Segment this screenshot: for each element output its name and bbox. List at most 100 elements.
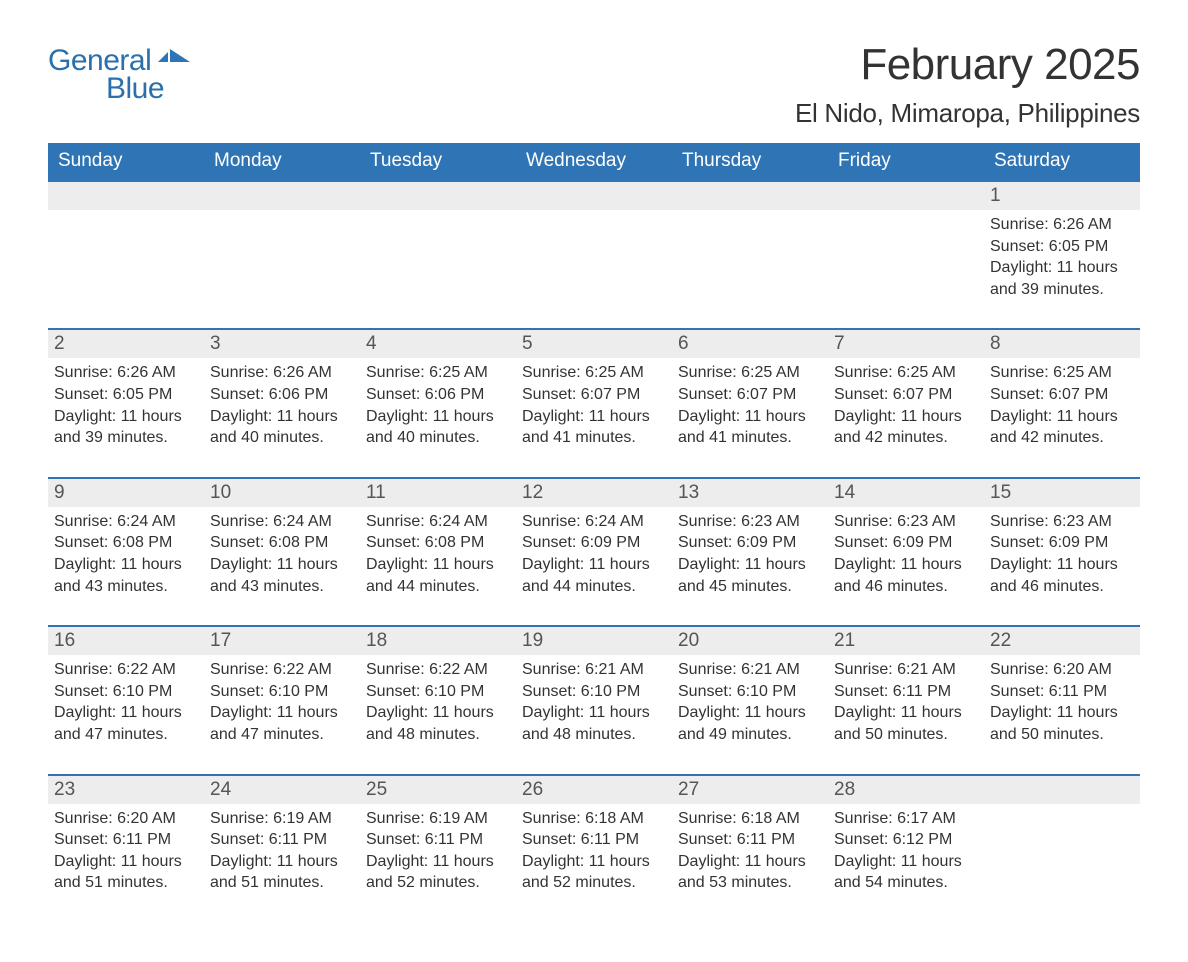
- day2-text: and 50 minutes.: [834, 724, 978, 746]
- sunset-text: Sunset: 6:11 PM: [54, 829, 198, 851]
- day1-text: Daylight: 11 hours: [990, 554, 1134, 576]
- day-number-cell: 9: [48, 478, 204, 507]
- weekday-header: Thursday: [672, 143, 828, 181]
- day-detail-cell: [984, 804, 1140, 922]
- day2-text: and 40 minutes.: [366, 427, 510, 449]
- day-number-cell: 26: [516, 775, 672, 804]
- day1-text: Daylight: 11 hours: [54, 851, 198, 873]
- day-number-cell: 15: [984, 478, 1140, 507]
- day-number-cell: [672, 181, 828, 210]
- day2-text: and 48 minutes.: [366, 724, 510, 746]
- sunrise-text: Sunrise: 6:21 AM: [834, 659, 978, 681]
- day-detail-cell: Sunrise: 6:19 AMSunset: 6:11 PMDaylight:…: [204, 804, 360, 922]
- day-number-cell: 19: [516, 626, 672, 655]
- sunset-text: Sunset: 6:11 PM: [210, 829, 354, 851]
- sunrise-text: Sunrise: 6:22 AM: [210, 659, 354, 681]
- daynum-row: 232425262728: [48, 775, 1140, 804]
- sunset-text: Sunset: 6:11 PM: [522, 829, 666, 851]
- day-number: 6: [678, 333, 689, 354]
- day-number: 27: [678, 779, 699, 800]
- day2-text: and 52 minutes.: [366, 872, 510, 894]
- day-number: 19: [522, 630, 543, 651]
- sunset-text: Sunset: 6:06 PM: [366, 384, 510, 406]
- sunset-text: Sunset: 6:11 PM: [834, 681, 978, 703]
- day-number-cell: 8: [984, 329, 1140, 358]
- sunrise-text: Sunrise: 6:24 AM: [54, 511, 198, 533]
- day-detail-cell: Sunrise: 6:26 AMSunset: 6:06 PMDaylight:…: [204, 358, 360, 477]
- day-detail-cell: Sunrise: 6:19 AMSunset: 6:11 PMDaylight:…: [360, 804, 516, 922]
- day-detail-cell: [516, 210, 672, 329]
- sunrise-text: Sunrise: 6:25 AM: [678, 362, 822, 384]
- day-detail-cell: Sunrise: 6:20 AMSunset: 6:11 PMDaylight:…: [984, 655, 1140, 774]
- day-number-cell: 22: [984, 626, 1140, 655]
- day-number-cell: [204, 181, 360, 210]
- sunrise-text: Sunrise: 6:21 AM: [522, 659, 666, 681]
- day2-text: and 43 minutes.: [54, 576, 198, 598]
- sunset-text: Sunset: 6:10 PM: [366, 681, 510, 703]
- day1-text: Daylight: 11 hours: [990, 406, 1134, 428]
- sunrise-text: Sunrise: 6:24 AM: [366, 511, 510, 533]
- day-number: 20: [678, 630, 699, 651]
- sunset-text: Sunset: 6:10 PM: [522, 681, 666, 703]
- day2-text: and 54 minutes.: [834, 872, 978, 894]
- day-number: 5: [522, 333, 533, 354]
- day2-text: and 44 minutes.: [522, 576, 666, 598]
- day1-text: Daylight: 11 hours: [366, 851, 510, 873]
- day-number-cell: 28: [828, 775, 984, 804]
- day-number: 13: [678, 482, 699, 503]
- title-block: February 2025 El Nido, Mimaropa, Philipp…: [795, 40, 1140, 129]
- sunset-text: Sunset: 6:09 PM: [678, 532, 822, 554]
- sunrise-text: Sunrise: 6:22 AM: [366, 659, 510, 681]
- weekday-header: Wednesday: [516, 143, 672, 181]
- weekday-header: Tuesday: [360, 143, 516, 181]
- weekday-header: Friday: [828, 143, 984, 181]
- day-detail-cell: Sunrise: 6:26 AMSunset: 6:05 PMDaylight:…: [984, 210, 1140, 329]
- day-detail-cell: Sunrise: 6:25 AMSunset: 6:07 PMDaylight:…: [828, 358, 984, 477]
- day-number-cell: 1: [984, 181, 1140, 210]
- sunrise-text: Sunrise: 6:24 AM: [522, 511, 666, 533]
- day-number: 15: [990, 482, 1011, 503]
- sunrise-text: Sunrise: 6:25 AM: [366, 362, 510, 384]
- day2-text: and 47 minutes.: [210, 724, 354, 746]
- day-number: 17: [210, 630, 231, 651]
- day2-text: and 51 minutes.: [210, 872, 354, 894]
- day-number: 25: [366, 779, 387, 800]
- sunset-text: Sunset: 6:07 PM: [678, 384, 822, 406]
- detail-row: Sunrise: 6:26 AMSunset: 6:05 PMDaylight:…: [48, 210, 1140, 329]
- day-number-cell: 11: [360, 478, 516, 507]
- day-detail-cell: Sunrise: 6:24 AMSunset: 6:08 PMDaylight:…: [360, 507, 516, 626]
- day-detail-cell: Sunrise: 6:24 AMSunset: 6:08 PMDaylight:…: [204, 507, 360, 626]
- day-number-cell: 13: [672, 478, 828, 507]
- sunset-text: Sunset: 6:08 PM: [54, 532, 198, 554]
- weekday-header: Monday: [204, 143, 360, 181]
- day1-text: Daylight: 11 hours: [210, 702, 354, 724]
- day-number-cell: 2: [48, 329, 204, 358]
- day1-text: Daylight: 11 hours: [54, 406, 198, 428]
- day1-text: Daylight: 11 hours: [522, 851, 666, 873]
- sunrise-text: Sunrise: 6:21 AM: [678, 659, 822, 681]
- day2-text: and 52 minutes.: [522, 872, 666, 894]
- day-number-cell: 5: [516, 329, 672, 358]
- day1-text: Daylight: 11 hours: [522, 554, 666, 576]
- day1-text: Daylight: 11 hours: [54, 702, 198, 724]
- detail-row: Sunrise: 6:26 AMSunset: 6:05 PMDaylight:…: [48, 358, 1140, 477]
- weekday-header: Sunday: [48, 143, 204, 181]
- day-detail-cell: [48, 210, 204, 329]
- day-detail-cell: Sunrise: 6:24 AMSunset: 6:09 PMDaylight:…: [516, 507, 672, 626]
- day-number: 2: [54, 333, 65, 354]
- day2-text: and 41 minutes.: [678, 427, 822, 449]
- month-title: February 2025: [795, 40, 1140, 90]
- day-number: 14: [834, 482, 855, 503]
- day-number-cell: 21: [828, 626, 984, 655]
- day-number: 1: [990, 185, 1001, 206]
- day-number-cell: 10: [204, 478, 360, 507]
- day1-text: Daylight: 11 hours: [990, 702, 1134, 724]
- day1-text: Daylight: 11 hours: [54, 554, 198, 576]
- sunrise-text: Sunrise: 6:26 AM: [990, 214, 1134, 236]
- sunrise-text: Sunrise: 6:26 AM: [54, 362, 198, 384]
- day-detail-cell: Sunrise: 6:21 AMSunset: 6:10 PMDaylight:…: [672, 655, 828, 774]
- location: El Nido, Mimaropa, Philippines: [795, 98, 1140, 129]
- detail-row: Sunrise: 6:20 AMSunset: 6:11 PMDaylight:…: [48, 804, 1140, 922]
- header: General Blue February 2025 El Nido, Mima…: [48, 40, 1140, 129]
- sunrise-text: Sunrise: 6:17 AM: [834, 808, 978, 830]
